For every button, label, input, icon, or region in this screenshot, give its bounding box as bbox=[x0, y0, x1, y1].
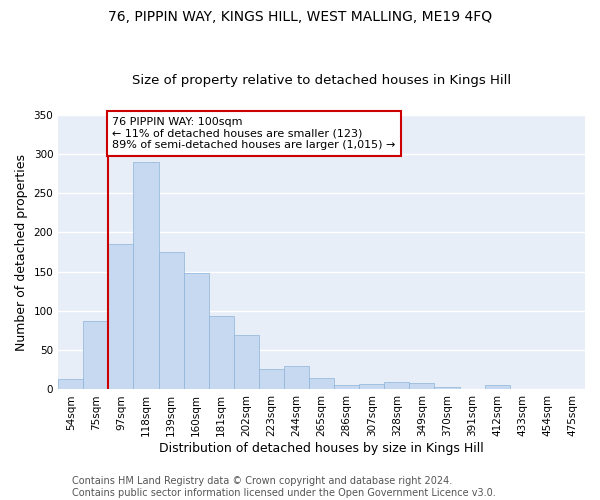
Bar bbox=[309, 378, 334, 390]
Bar bbox=[259, 369, 284, 390]
Bar bbox=[184, 273, 209, 390]
Bar bbox=[284, 366, 309, 390]
Bar bbox=[109, 244, 133, 390]
Text: 76 PIPPIN WAY: 100sqm
← 11% of detached houses are smaller (123)
89% of semi-det: 76 PIPPIN WAY: 100sqm ← 11% of detached … bbox=[112, 117, 395, 150]
Bar bbox=[334, 384, 359, 390]
Bar bbox=[434, 387, 460, 390]
Bar bbox=[133, 162, 158, 390]
Bar bbox=[83, 321, 109, 390]
Y-axis label: Number of detached properties: Number of detached properties bbox=[15, 154, 28, 350]
Text: Contains HM Land Registry data © Crown copyright and database right 2024.
Contai: Contains HM Land Registry data © Crown c… bbox=[72, 476, 496, 498]
X-axis label: Distribution of detached houses by size in Kings Hill: Distribution of detached houses by size … bbox=[159, 442, 484, 455]
Bar bbox=[359, 384, 385, 390]
Bar bbox=[209, 316, 234, 390]
Bar bbox=[385, 382, 409, 390]
Bar bbox=[409, 383, 434, 390]
Bar bbox=[158, 252, 184, 390]
Bar bbox=[58, 379, 83, 390]
Text: 76, PIPPIN WAY, KINGS HILL, WEST MALLING, ME19 4FQ: 76, PIPPIN WAY, KINGS HILL, WEST MALLING… bbox=[108, 10, 492, 24]
Title: Size of property relative to detached houses in Kings Hill: Size of property relative to detached ho… bbox=[132, 74, 511, 87]
Bar bbox=[485, 384, 510, 390]
Bar bbox=[234, 336, 259, 390]
